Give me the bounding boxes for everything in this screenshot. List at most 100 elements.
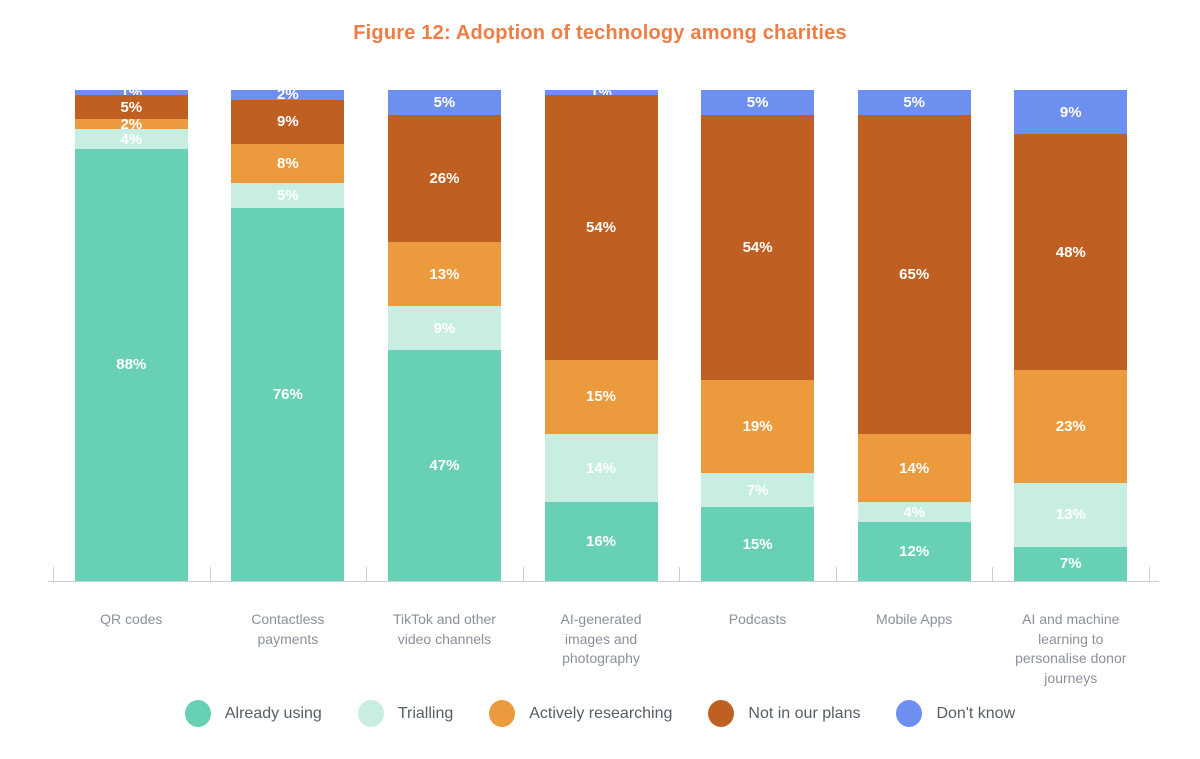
category-label: Podcasts	[728, 611, 787, 627]
segment-value-label: 12%	[899, 543, 930, 560]
segment-value-label: 19%	[742, 417, 773, 435]
x-axis-tick	[1149, 567, 1150, 581]
segment-value-label: 5%	[433, 93, 456, 111]
category-label: AI and machine learning to personalise d…	[1015, 611, 1127, 686]
bar-segment: 76%	[231, 207, 345, 581]
legend-label: Trialling	[397, 704, 454, 722]
legend-swatch-icon	[708, 700, 735, 727]
bar-segment: 9%	[231, 99, 345, 144]
legend: Already using Trialling Actively researchi…	[0, 700, 1200, 727]
bar-segment: 4%	[74, 129, 188, 149]
segment-value-label: 16%	[586, 533, 617, 551]
bar-segment: 5%	[231, 183, 345, 208]
segment-value-label: 13%	[1055, 506, 1086, 524]
stacked-bar: 1% 54% 15% 14% 16%	[544, 85, 658, 581]
segment-value-label: 54%	[742, 238, 773, 256]
bar-segment: 2%	[74, 115, 188, 133]
x-axis-tick	[992, 567, 994, 581]
bar-segment: 15%	[544, 360, 658, 434]
bar-segment: 5%	[74, 94, 188, 120]
segment-value-label: 14%	[586, 459, 617, 477]
segment-value-label: 15%	[586, 388, 617, 406]
bar-column: 9% 48% 23% 13% 7%	[992, 90, 1149, 581]
segment-value-label: 2%	[120, 115, 143, 133]
segment-value-label: 48%	[1055, 243, 1086, 261]
x-axis-tick	[366, 567, 368, 581]
bar-segment: 5%	[701, 90, 815, 115]
segment-value-label: 23%	[1055, 417, 1086, 435]
bar-segment: 7%	[1014, 546, 1128, 581]
segment-value-label: 5%	[277, 187, 299, 205]
legend-item: Already using	[184, 700, 322, 727]
category-label: Contactless payments	[251, 611, 325, 647]
legend-label: Actively researching	[529, 704, 673, 722]
bar-segment: 65%	[857, 114, 971, 434]
x-axis-line	[48, 581, 1159, 582]
x-axis-tick	[835, 567, 837, 581]
bar-segment: 7%	[701, 472, 815, 508]
bar-column: 5% 65% 14% 4% 12%	[836, 90, 993, 581]
bar-segment: 88%	[74, 148, 188, 581]
stacked-bar: 9% 48% 23% 13% 7%	[1014, 90, 1128, 581]
segment-value-label: 4%	[903, 503, 926, 521]
x-axis-tick	[53, 567, 54, 581]
bar-segment: 12%	[857, 522, 971, 581]
segment-value-label: 9%	[277, 113, 299, 131]
bar-segment: 14%	[544, 433, 658, 503]
chart-title: Figure 12: Adoption of technology among …	[353, 22, 847, 44]
segment-value-label: 7%	[1059, 555, 1082, 573]
segment-value-label: 14%	[899, 459, 930, 477]
bar-segment: 54%	[701, 114, 815, 380]
legend-swatch-icon	[896, 700, 923, 727]
bar-segment: 9%	[1014, 90, 1128, 135]
category-label: TikTok and other video channels	[392, 611, 496, 647]
legend-swatch-icon	[357, 700, 384, 727]
segment-value-label: 26%	[429, 169, 460, 187]
stacked-bar-plot: 1% 5% 2% 4% 88% 2% 9% 8% 5% 76% 5% 26% 13% 9% 47% 1% 54%…	[53, 85, 1149, 581]
bar-segment: 8%	[231, 144, 345, 184]
bar-segment: 5%	[387, 90, 501, 115]
stacked-bar: 2% 9% 8% 5% 76%	[231, 86, 345, 581]
legend-item: Don't know	[896, 700, 1015, 727]
stacked-bar: 5% 65% 14% 4% 12%	[857, 90, 971, 581]
segment-value-label: 88%	[116, 356, 147, 374]
bar-segment: 13%	[1014, 482, 1128, 547]
bar-segment: 9%	[387, 306, 501, 351]
bar-column: 1% 5% 2% 4% 88%	[53, 85, 210, 581]
segment-value-label: 54%	[586, 218, 617, 236]
stacked-bar: 5% 54% 19% 7% 15%	[701, 90, 815, 581]
segment-value-label: 9%	[433, 319, 456, 337]
segment-value-label: 15%	[742, 535, 773, 553]
x-axis-tick	[209, 567, 211, 581]
bar-segment: 14%	[857, 433, 971, 503]
x-axis-tick	[679, 567, 681, 581]
segment-value-label: 8%	[277, 155, 299, 173]
legend-swatch-icon	[184, 700, 211, 727]
bar-segment: 47%	[387, 350, 501, 581]
segment-value-label: 5%	[746, 93, 769, 111]
legend-swatch-icon	[489, 700, 516, 727]
segment-value-label: 2%	[277, 86, 299, 104]
category-label: AI-generated images and photography	[560, 611, 642, 667]
segment-value-label: 5%	[120, 98, 143, 116]
stacked-bar: 1% 5% 2% 4% 88%	[74, 85, 188, 581]
legend-item: Actively researching	[489, 700, 672, 727]
bar-segment: 16%	[544, 502, 658, 581]
legend-label: Not in our plans	[748, 704, 861, 722]
legend-item: Trialling	[357, 700, 454, 727]
bar-segment: 48%	[1014, 134, 1128, 370]
segment-value-label: 4%	[120, 130, 143, 148]
bar-segment: 13%	[387, 242, 501, 307]
segment-value-label: 7%	[746, 481, 769, 499]
bar-segment: 23%	[1014, 369, 1128, 483]
bar-segment: 54%	[544, 94, 658, 361]
bar-segment: 26%	[387, 114, 501, 243]
segment-value-label: 47%	[429, 457, 460, 475]
bar-segment: 15%	[701, 507, 815, 581]
bar-segment: 2%	[231, 86, 345, 104]
segment-value-label: 5%	[903, 93, 926, 111]
legend-label: Already using	[224, 704, 322, 722]
bar-segment: 19%	[701, 379, 815, 473]
category-label: Mobile Apps	[876, 611, 953, 627]
